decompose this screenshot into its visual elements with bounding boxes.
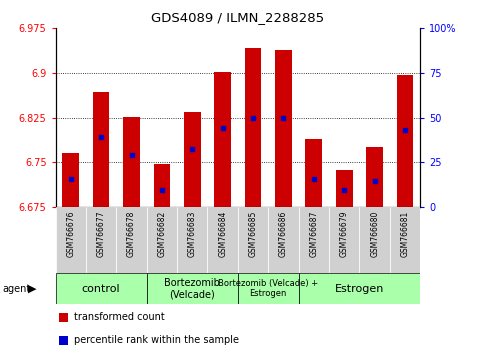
Text: GSM766680: GSM766680	[370, 210, 379, 257]
Text: GSM766679: GSM766679	[340, 210, 349, 257]
Bar	[62, 154, 79, 207]
Bar	[59, 336, 68, 345]
Text: GDS4089 / ILMN_2288285: GDS4089 / ILMN_2288285	[151, 11, 325, 24]
Text: GSM766687: GSM766687	[309, 210, 318, 257]
Bar	[116, 207, 147, 273]
Bar	[123, 117, 140, 207]
Text: GSM766683: GSM766683	[188, 210, 197, 257]
Text: Bortezomib
(Velcade): Bortezomib (Velcade)	[164, 278, 220, 299]
Text: percentile rank within the sample: percentile rank within the sample	[74, 335, 239, 345]
Text: transformed count: transformed count	[74, 312, 165, 322]
Text: GSM766686: GSM766686	[279, 210, 288, 257]
Text: Estrogen: Estrogen	[335, 284, 384, 293]
Bar	[56, 273, 147, 304]
Bar	[298, 273, 420, 304]
Bar	[93, 92, 110, 207]
Bar	[275, 50, 292, 207]
Bar	[238, 273, 298, 304]
Bar	[59, 313, 68, 322]
Text: GSM766682: GSM766682	[157, 210, 167, 257]
Bar	[268, 207, 298, 273]
Bar	[359, 207, 390, 273]
Text: ▶: ▶	[28, 284, 36, 293]
Bar	[305, 138, 322, 207]
Bar	[147, 273, 238, 304]
Bar	[56, 207, 86, 273]
Bar	[86, 207, 116, 273]
Bar	[184, 112, 200, 207]
Text: GSM766677: GSM766677	[97, 210, 106, 257]
Bar	[154, 164, 170, 207]
Text: Bortezomib (Velcade) +
Estrogen: Bortezomib (Velcade) + Estrogen	[218, 279, 318, 298]
Bar	[214, 72, 231, 207]
Text: GSM766681: GSM766681	[400, 210, 410, 257]
Text: agent: agent	[2, 284, 30, 293]
Text: control: control	[82, 284, 120, 293]
Bar	[238, 207, 268, 273]
Bar	[390, 207, 420, 273]
Bar	[298, 207, 329, 273]
Bar	[177, 207, 208, 273]
Text: GSM766678: GSM766678	[127, 210, 136, 257]
Bar	[245, 48, 261, 207]
Bar	[147, 207, 177, 273]
Text: GSM766685: GSM766685	[249, 210, 257, 257]
Bar	[366, 148, 383, 207]
Text: GSM766676: GSM766676	[66, 210, 75, 257]
Bar	[397, 75, 413, 207]
Text: GSM766684: GSM766684	[218, 210, 227, 257]
Bar	[208, 207, 238, 273]
Bar	[336, 170, 353, 207]
Bar	[329, 207, 359, 273]
